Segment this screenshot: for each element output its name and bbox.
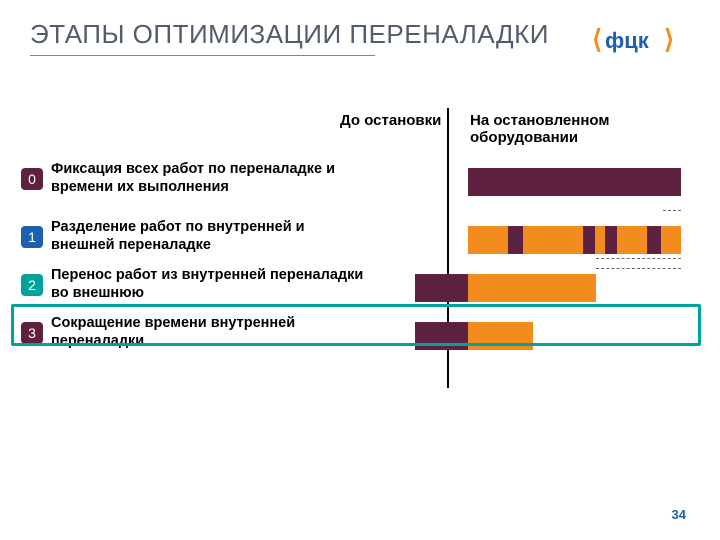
logo: ⟨ фцк ⟩ xyxy=(592,26,684,61)
stage-bar xyxy=(401,168,681,196)
stage-text: Фиксация всех работ по переналадке и вре… xyxy=(51,160,371,196)
callout-dashed xyxy=(663,210,681,211)
bar-segment xyxy=(647,226,661,254)
bar-segment xyxy=(523,226,583,254)
stage-text: Перенос работ из внутренней переналадки … xyxy=(51,266,371,302)
bar-segment xyxy=(468,274,596,302)
svg-text:⟨: ⟨ xyxy=(592,26,602,54)
bar-segment xyxy=(617,226,647,254)
stage-row-0: 0 Фиксация всех работ по переналадке и вр… xyxy=(21,160,701,216)
header-before-stop: До остановки xyxy=(340,112,441,129)
stage-badge: 2 xyxy=(21,274,43,296)
highlight-frame xyxy=(11,304,701,346)
callout-dashed xyxy=(596,268,681,269)
svg-text:фцк: фцк xyxy=(605,28,650,53)
stage-badge: 0 xyxy=(21,168,43,190)
stage-text: Разделение работ по внутренней и внешней… xyxy=(51,218,371,254)
bar-segment xyxy=(595,226,605,254)
bar-segment xyxy=(468,226,508,254)
bar-segment xyxy=(508,226,523,254)
callout-dashed xyxy=(596,258,681,259)
title-underline xyxy=(30,55,375,56)
slide-title: ЭТАПЫ ОПТИМИЗАЦИИ ПЕРЕНАЛАДКИ xyxy=(30,20,690,49)
bar-segment xyxy=(661,226,681,254)
svg-text:⟩: ⟩ xyxy=(664,26,674,54)
bar-segment xyxy=(605,226,617,254)
stage-bar xyxy=(401,274,681,302)
page-number: 34 xyxy=(672,507,686,522)
stage-badge: 1 xyxy=(21,226,43,248)
bar-segment xyxy=(583,226,595,254)
stage-bar xyxy=(401,226,681,254)
bar-segment xyxy=(468,168,681,196)
bar-segment xyxy=(415,274,468,302)
header-on-stopped: На остановленном оборудовании xyxy=(470,112,670,146)
